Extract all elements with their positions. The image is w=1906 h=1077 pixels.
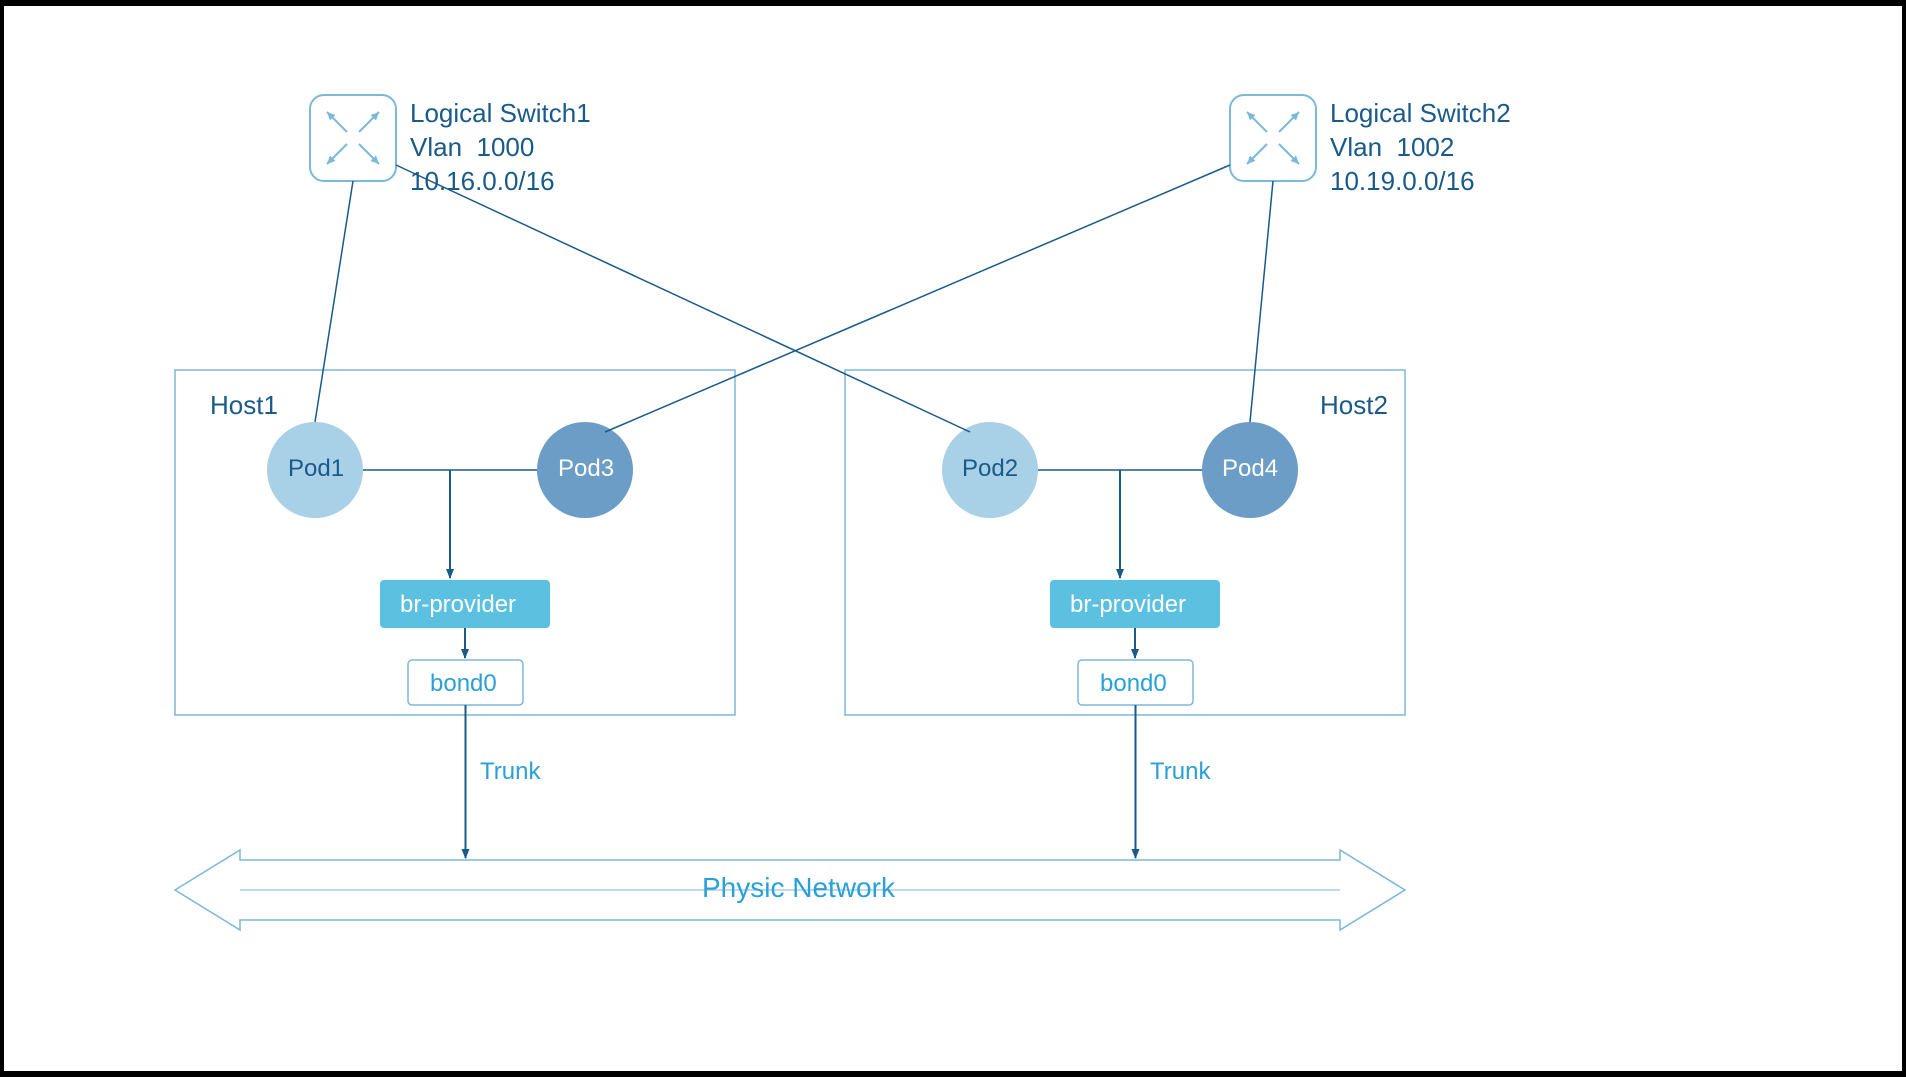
host1-label: Host1 (210, 390, 278, 421)
switch1-vlan: Vlan 1000 (410, 132, 534, 163)
host1-br-provider-label: br-provider (400, 591, 516, 619)
host2-label: Host2 (1320, 390, 1388, 421)
pod1-label: Pod1 (288, 455, 344, 483)
svg-layer (0, 0, 1906, 1077)
host2-bond-label: bond0 (1100, 670, 1167, 698)
switch1-title: Logical Switch1 (410, 98, 591, 129)
switch2-vlan: Vlan 1002 (1330, 132, 1454, 163)
switch1-cidr: 10.16.0.0/16 (410, 166, 555, 197)
host2-trunk-label: Trunk (1150, 758, 1210, 786)
switch2-title: Logical Switch2 (1330, 98, 1511, 129)
pod2-label: Pod2 (962, 455, 1018, 483)
switch2-cidr: 10.19.0.0/16 (1330, 166, 1475, 197)
pod3-label: Pod3 (558, 455, 614, 483)
host2-br-provider-label: br-provider (1070, 591, 1186, 619)
physic-network-label: Physic Network (702, 872, 895, 904)
diagram-canvas: Logical Switch1 Vlan 1000 10.16.0.0/16 L… (0, 0, 1906, 1077)
host1-bond-label: bond0 (430, 670, 497, 698)
pod4-label: Pod4 (1222, 455, 1278, 483)
host1-trunk-label: Trunk (480, 758, 540, 786)
